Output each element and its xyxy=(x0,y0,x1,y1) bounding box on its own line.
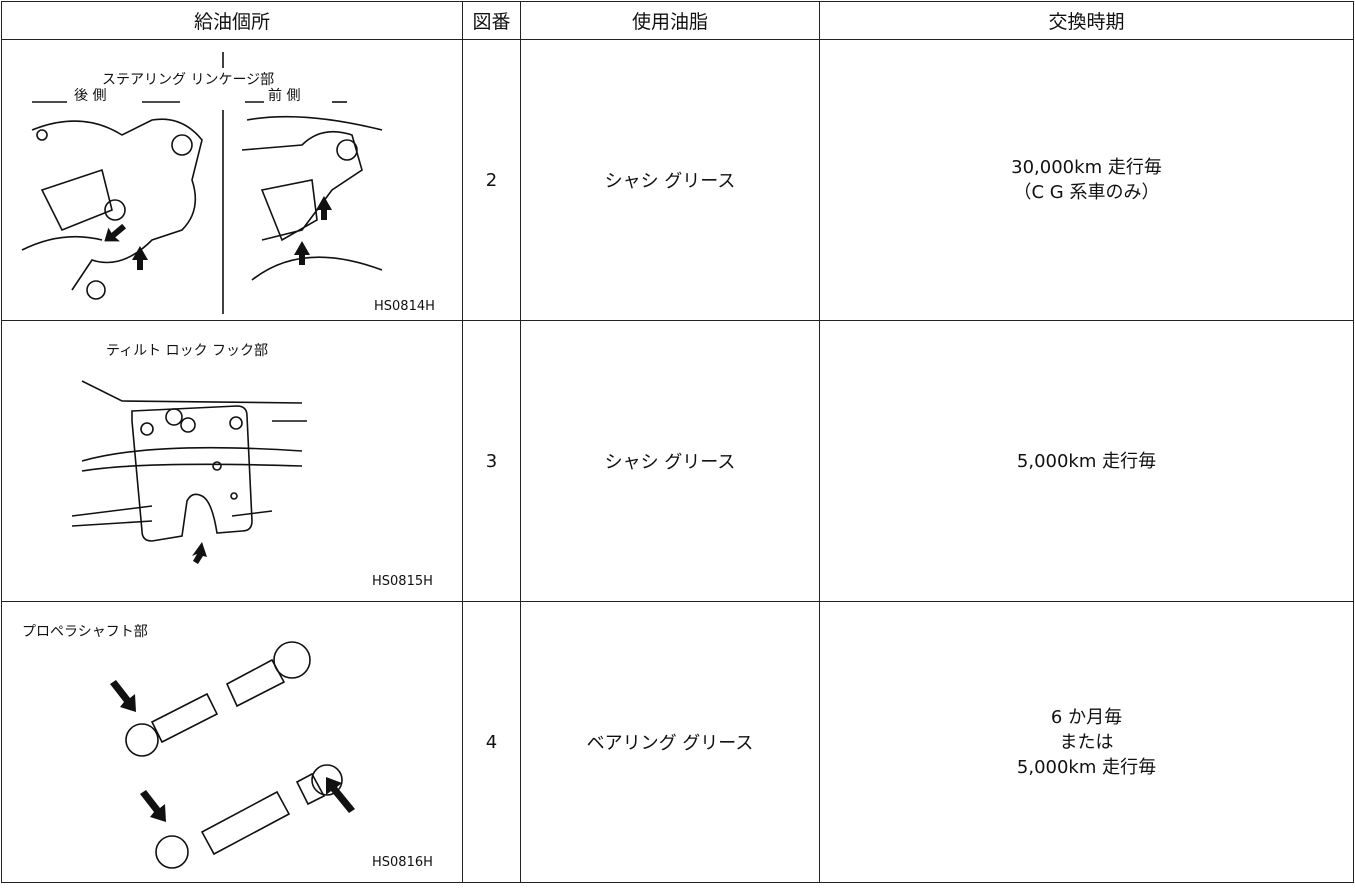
interval-line: 5,000km 走行毎 xyxy=(1016,756,1157,778)
figure-label: ティルト ロック フック部 xyxy=(106,343,268,359)
header-cell: 給油個所 xyxy=(1,1,463,40)
figure-number: 4 xyxy=(462,601,521,883)
interval-line: 6 か月毎 xyxy=(1050,706,1123,728)
illustration: プロペラシャフト部 HS0816H xyxy=(22,624,433,870)
figure-label: プロペラシャフト部 xyxy=(22,624,148,640)
header-cell: 図番 xyxy=(462,1,521,40)
interval-line: 5,000km 走行毎 xyxy=(1016,450,1157,472)
illustration: ステアリング リンケージ部 後 側 前 側 HS0814H xyxy=(21,52,435,314)
interval-line: 30,000km 走行毎 xyxy=(1011,157,1162,178)
figure-code: HS0816H xyxy=(372,855,433,870)
lubricant: シャシ グリース xyxy=(520,320,820,602)
row: ティルト ロック フック部 HS0815H 3 シャシ グリース 5,000km… xyxy=(1,320,1354,602)
illustration: ティルト ロック フック部 HS0815H xyxy=(71,343,433,589)
lubricant: シャシ グリース xyxy=(520,39,820,321)
row: プロペラシャフト部 HS0816H 4 ベアリング グリース 6 か月毎または 5… xyxy=(1,601,1354,883)
interval: 5,000km 走行毎 xyxy=(819,320,1354,602)
row: ステアリング リンケージ部 後 側 前 側 HS0814H 2 シャシ グリース… xyxy=(1,39,1354,321)
figure-label: ステアリング リンケージ部 xyxy=(102,72,274,88)
figure-code: HS0814H xyxy=(374,299,435,314)
figure-cell: プロペラシャフト部 HS0816H xyxy=(1,601,463,883)
interval-line: （C G 系車のみ） xyxy=(1013,182,1160,203)
interval: 6 か月毎または 5,000km 走行毎 xyxy=(819,601,1354,883)
figure-number: 2 xyxy=(462,39,521,321)
figure-cell: ティルト ロック フック部 HS0815H xyxy=(1,320,463,602)
figure-number: 3 xyxy=(462,320,521,602)
figure-code: HS0815H xyxy=(372,574,433,589)
figure-label: 後 側 xyxy=(74,88,106,104)
interval: 30,000km 走行毎 （C G 系車のみ） xyxy=(819,39,1354,321)
interval-line: または xyxy=(1059,731,1114,753)
lubricant: ベアリング グリース xyxy=(520,601,820,883)
figure-label: 前 側 xyxy=(268,87,300,104)
figure-cell: ステアリング リンケージ部 後 側 前 側 HS0814H xyxy=(1,39,463,321)
header-row: 給油個所 図番 使用油脂 交換時期 xyxy=(1,1,1354,40)
header-cell: 使用油脂 xyxy=(520,1,820,40)
header-cell: 交換時期 xyxy=(819,1,1354,40)
